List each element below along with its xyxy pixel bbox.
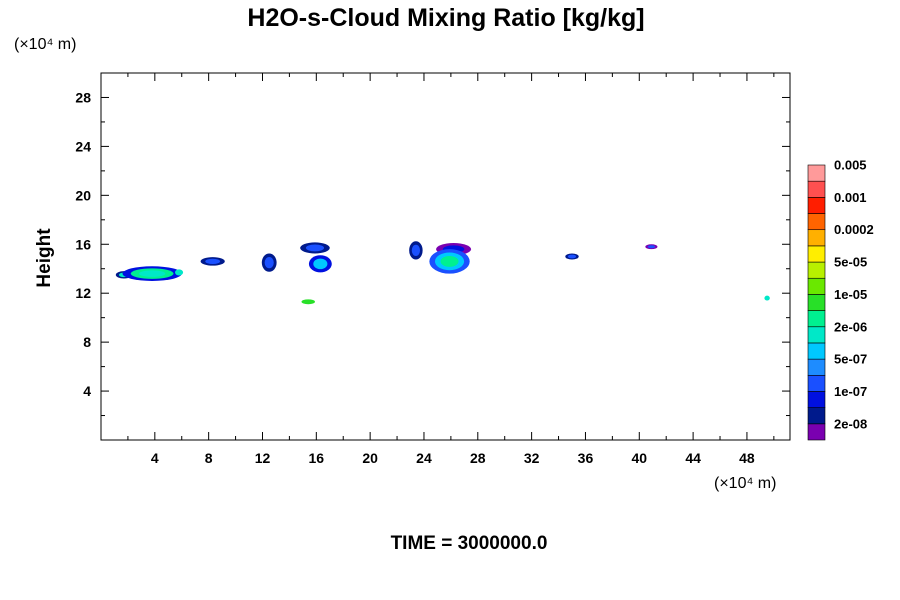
colorbar-swatch xyxy=(807,277,826,295)
cloud-blob-5 xyxy=(264,256,274,269)
x-tick-label: 4 xyxy=(151,450,159,466)
x-tick-label: 36 xyxy=(578,450,594,466)
colorbar-swatch xyxy=(807,374,826,392)
cloud-blob-11 xyxy=(440,255,459,267)
y-axis-title: Height xyxy=(34,228,55,288)
colorbar-swatch xyxy=(807,326,826,344)
cloud-blob-13 xyxy=(647,245,656,249)
cloud-blob-7 xyxy=(313,258,328,270)
x-tick-label: 44 xyxy=(685,450,701,466)
colorbar-swatch xyxy=(807,245,826,263)
y-unit-label: (×10⁴ m) xyxy=(14,36,76,53)
colorbar-swatch xyxy=(807,358,826,376)
colorbar-label: 2e-08 xyxy=(834,416,867,431)
colorbar-swatch xyxy=(807,407,826,425)
colorbar-label: 1e-05 xyxy=(834,287,867,302)
cloud-blob-2 xyxy=(138,270,166,277)
colorbar-label: 0.0002 xyxy=(834,222,874,237)
cloud-contours xyxy=(115,241,770,305)
y-tick-label: 20 xyxy=(75,187,91,203)
colorbar-label: 5e-05 xyxy=(834,255,867,270)
colorbar-swatch xyxy=(807,229,826,247)
colorbar-swatch xyxy=(807,261,826,279)
colorbar-swatch xyxy=(807,294,826,311)
colorbar-swatch xyxy=(807,213,826,231)
y-tick-label: 12 xyxy=(75,285,91,301)
colorbar-label: 5e-07 xyxy=(834,352,867,367)
colorbar-swatch xyxy=(807,197,826,214)
plot-frame xyxy=(100,72,791,441)
colorbar-swatch xyxy=(807,423,826,441)
cloud-blob-6 xyxy=(305,244,325,252)
cloud-blob-14 xyxy=(764,295,770,301)
colorbar-label: 2e-06 xyxy=(834,319,867,334)
axis-ticks xyxy=(101,73,790,440)
colorbar-swatch xyxy=(807,342,826,360)
y-tick-label: 8 xyxy=(83,334,91,350)
x-tick-label: 48 xyxy=(739,450,755,466)
cloud-blob-9 xyxy=(411,244,421,257)
cloud-blob-12 xyxy=(567,254,577,259)
colorbar: 2e-08 1e-07 5e-07 2e-06 1e-05 5e-05 0.0002 0.00… xyxy=(807,158,874,441)
x-tick-label: 12 xyxy=(255,450,271,466)
chart-title: H2O-s-Cloud Mixing Ratio [kg/kg] xyxy=(247,4,644,32)
colorbar-label: 0.001 xyxy=(834,190,867,205)
cloud-blob-8 xyxy=(301,299,315,305)
x-tick-label: 16 xyxy=(309,450,325,466)
cloud-blob-3 xyxy=(175,269,184,276)
x-tick-label: 32 xyxy=(524,450,540,466)
colorbar-swatch xyxy=(807,180,826,198)
colorbar-swatch xyxy=(807,164,826,182)
x-unit-label: (×10⁴ m) xyxy=(714,475,776,492)
x-tick-label: 24 xyxy=(416,450,432,466)
y-tick-label: 4 xyxy=(83,383,91,399)
colorbar-swatch xyxy=(807,391,826,408)
time-label: TIME = 3000000.0 xyxy=(391,533,548,554)
x-tick-label: 28 xyxy=(470,450,486,466)
x-tick-label: 8 xyxy=(205,450,213,466)
cloud-blob-4 xyxy=(205,258,221,265)
x-tick-label: 20 xyxy=(362,450,378,466)
y-tick-label: 28 xyxy=(75,89,91,105)
y-tick-label: 24 xyxy=(75,138,91,154)
colorbar-label: 0.005 xyxy=(834,158,867,173)
x-tick-label: 40 xyxy=(631,450,647,466)
y-tick-label: 16 xyxy=(75,236,91,252)
colorbar-label: 1e-07 xyxy=(834,384,867,399)
colorbar-swatch xyxy=(807,310,826,328)
